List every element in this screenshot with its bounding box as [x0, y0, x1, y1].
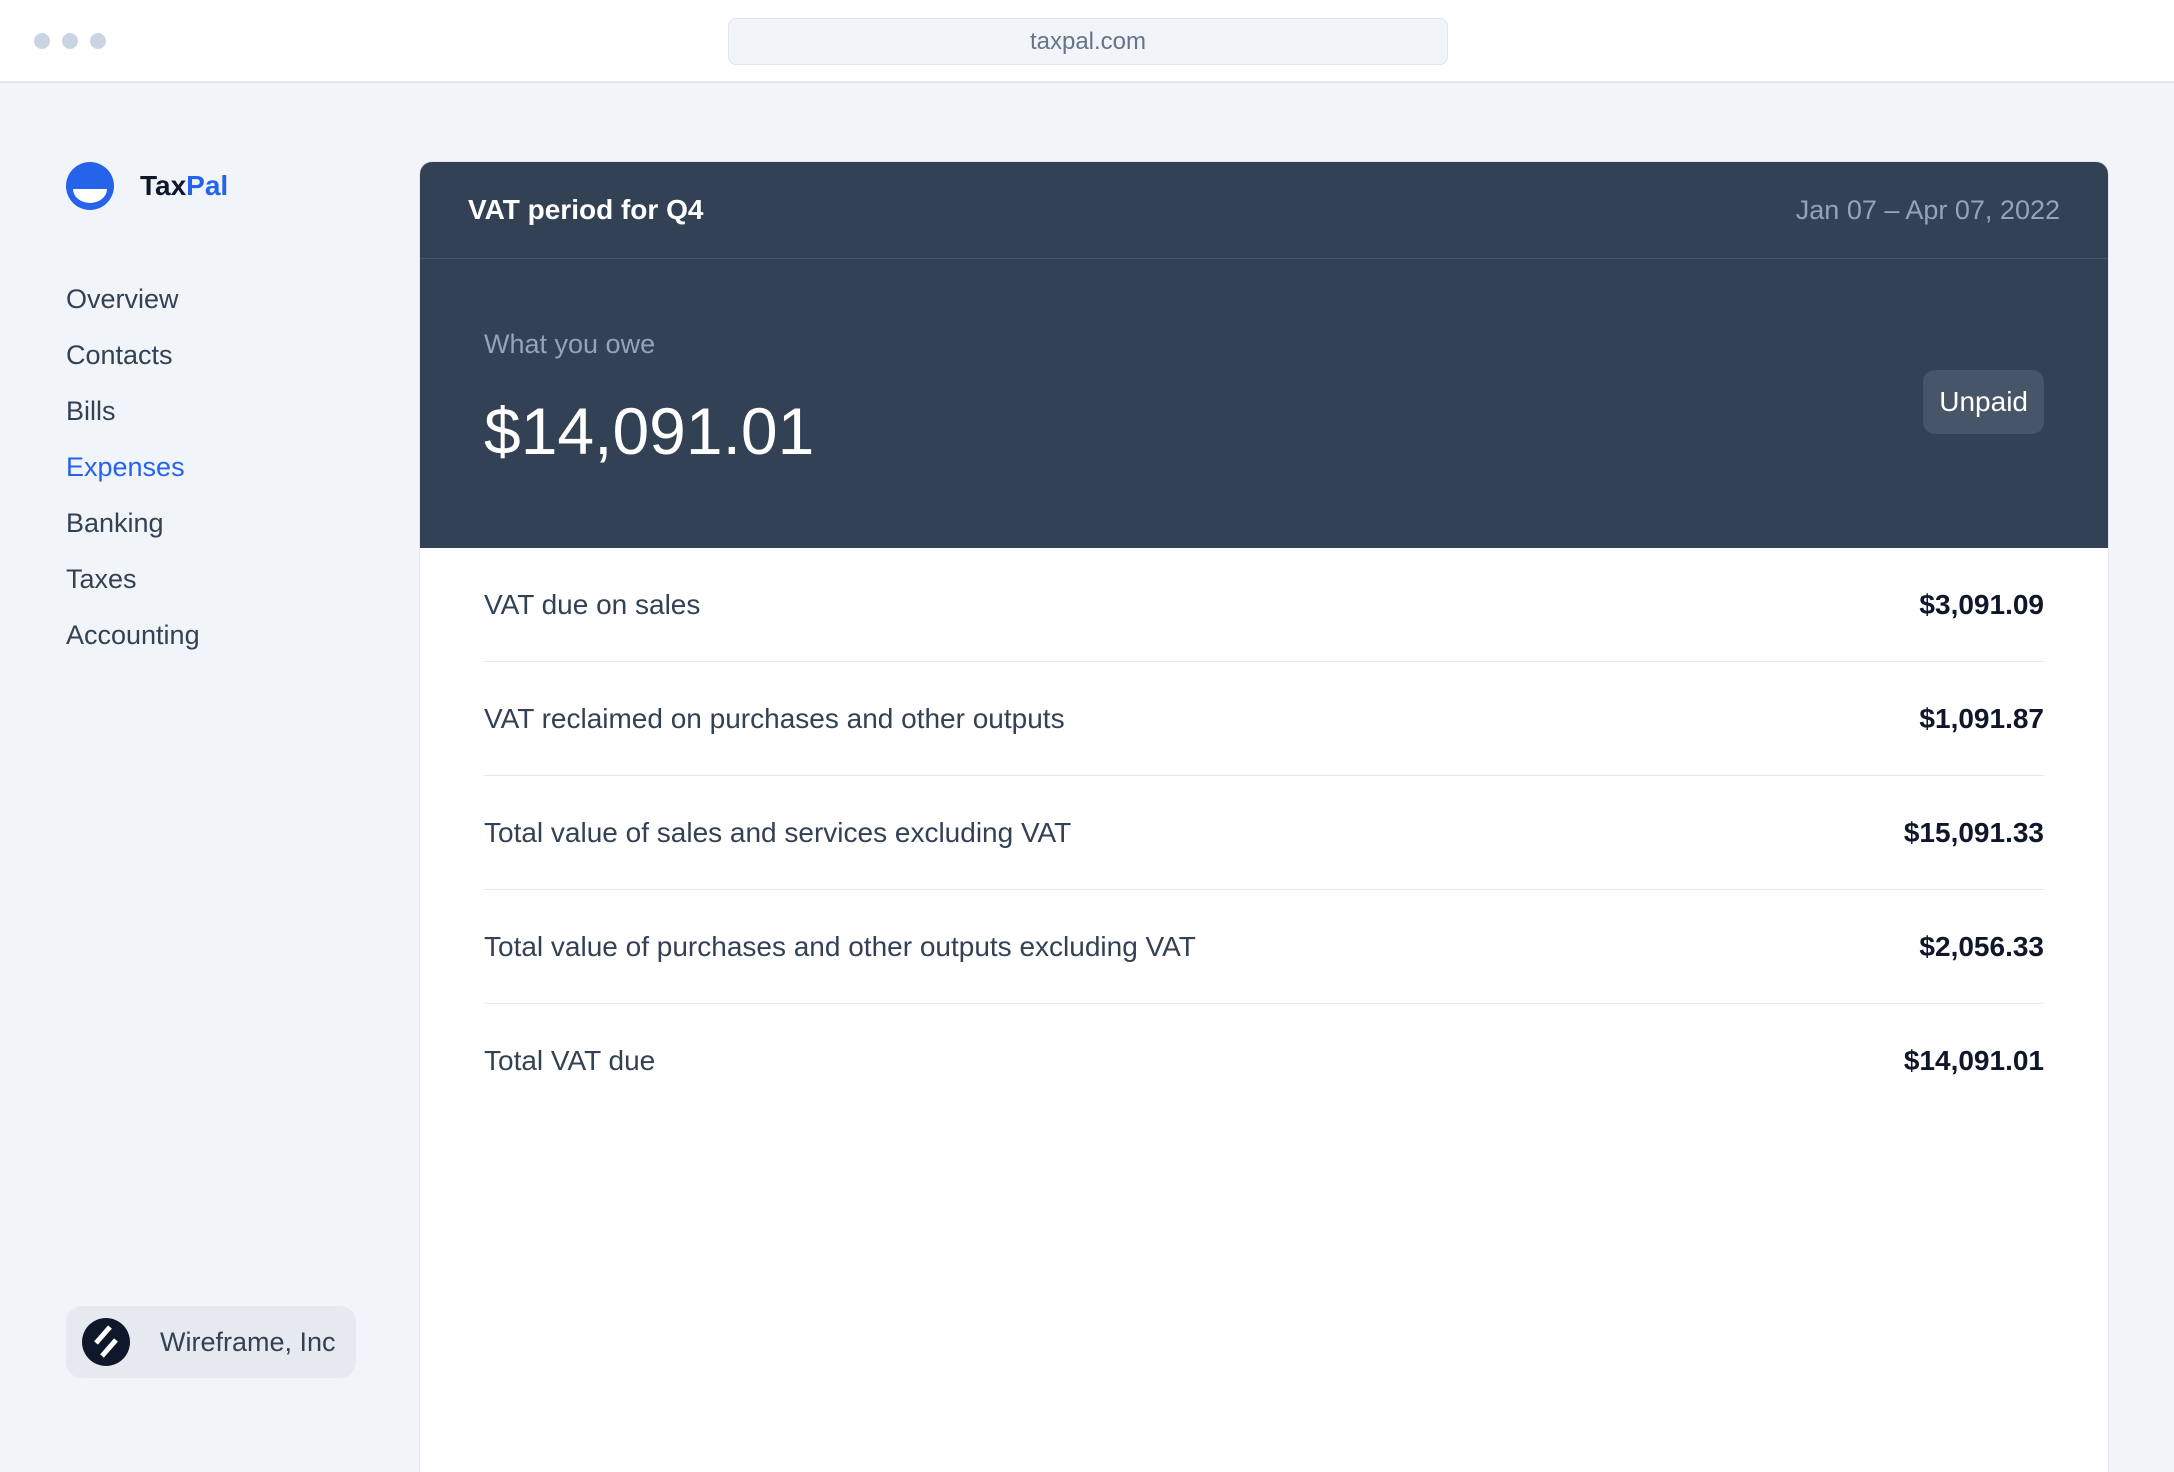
row-label: Total value of purchases and other outpu…: [484, 930, 1196, 962]
sidebar-item-overview[interactable]: Overview: [66, 284, 179, 314]
row-label: VAT due on sales: [484, 588, 701, 620]
list-item: VAT reclaimed on purchases and other out…: [484, 662, 2044, 776]
vat-breakdown: VAT due on sales $3,091.09 VAT reclaimed …: [420, 548, 2108, 1118]
logo[interactable]: TaxPal: [66, 162, 228, 210]
owe-label: What you owe: [484, 329, 656, 359]
list-item: Total VAT due $14,091.01: [484, 1004, 2044, 1118]
owe-amount: $14,091.01: [484, 394, 815, 468]
status-badge: Unpaid: [1923, 370, 2044, 434]
row-label: Total value of sales and services exclud…: [484, 816, 1072, 848]
sidebar-item-accounting[interactable]: Accounting: [66, 620, 200, 650]
row-value: $15,091.33: [1903, 816, 2044, 848]
list-item: VAT due on sales $3,091.09: [484, 548, 2044, 662]
row-value: $3,091.09: [1919, 588, 2044, 620]
address-bar[interactable]: taxpal.com: [728, 18, 1448, 65]
window-dot-icon: [90, 33, 106, 49]
brand-name: TaxPal: [140, 170, 229, 201]
window-dot-icon: [34, 33, 50, 49]
window-dot-icon: [62, 33, 78, 49]
sidebar-item-taxes[interactable]: Taxes: [66, 564, 137, 594]
row-value: $1,091.87: [1919, 702, 2044, 734]
browser-bar: taxpal.com: [0, 0, 2174, 83]
row-value: $2,056.33: [1919, 930, 2044, 962]
list-item: Total value of sales and services exclud…: [484, 776, 2044, 890]
wireframe-logo-icon: [82, 1318, 130, 1366]
sidebar-item-contacts[interactable]: Contacts: [66, 340, 173, 370]
row-label: Total VAT due: [484, 1045, 656, 1076]
card-header: VAT period for Q4 Jan 07 – Apr 07, 2022: [420, 162, 2108, 259]
vat-period-card: VAT period for Q4 Jan 07 – Apr 07, 2022 …: [420, 162, 2108, 1472]
sidebar-item-bills[interactable]: Bills: [66, 396, 116, 426]
list-item: Total value of purchases and other outpu…: [484, 890, 2044, 1004]
date-range: Jan 07 – Apr 07, 2022: [1795, 194, 2060, 225]
amount-owed-section: What you owe $14,091.01 Unpaid: [420, 259, 2108, 548]
sidebar-item-expenses[interactable]: Expenses: [66, 452, 185, 482]
organization-switcher[interactable]: Wireframe, Inc: [66, 1306, 356, 1378]
organization-name: Wireframe, Inc: [160, 1326, 336, 1357]
row-value: $14,091.01: [1903, 1045, 2044, 1076]
row-label: VAT reclaimed on purchases and other out…: [484, 702, 1065, 734]
taxpal-logo-icon: [66, 162, 114, 210]
sidebar-item-banking[interactable]: Banking: [66, 508, 164, 538]
sidebar-nav: Overview Contacts Bills Expenses Banking…: [66, 278, 200, 670]
card-title: VAT period for Q4: [468, 194, 704, 225]
